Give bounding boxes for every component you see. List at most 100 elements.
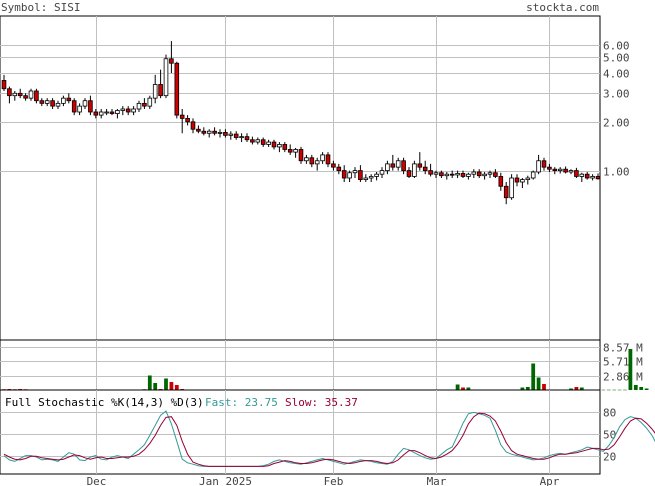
candle: [325, 152, 331, 168]
stochastic-axis-labels: 80 50 20: [603, 407, 616, 464]
candle: [147, 95, 153, 109]
volume-tick-label: 2.86 M: [603, 371, 643, 384]
candle-body: [476, 171, 482, 177]
volume-bar: [612, 389, 617, 391]
volume-bar: [639, 387, 644, 390]
candle-body: [88, 100, 93, 113]
candle-body: [444, 173, 450, 177]
candle: [368, 174, 374, 183]
x-tick-label: Apr: [540, 475, 560, 486]
candle: [341, 165, 347, 183]
candle-body: [493, 172, 498, 177]
candle-body: [574, 170, 579, 177]
candle: [125, 106, 131, 116]
candle-body: [374, 173, 379, 177]
candle-body: [525, 177, 531, 180]
candle: [401, 157, 406, 175]
price-tick-label: 6.00: [603, 40, 630, 53]
candle: [547, 163, 552, 173]
candle-body: [487, 172, 493, 175]
slow-legend-value: 35.37: [325, 396, 358, 409]
candle: [536, 154, 541, 175]
candle-body: [412, 163, 417, 177]
candle-body: [55, 102, 61, 107]
candle: [487, 170, 493, 178]
fast-legend-name: Fast: [205, 396, 232, 409]
x-tick-label: Dec: [87, 475, 107, 486]
candle: [266, 139, 271, 147]
candle: [233, 131, 239, 140]
fast-stochastic-line: [3, 410, 655, 467]
candle-body: [363, 177, 369, 180]
candle-body: [206, 130, 212, 134]
slow-legend-label: Slow: 35.37: [285, 396, 358, 409]
candle: [152, 74, 158, 104]
candle-body: [233, 133, 239, 138]
candle-body: [217, 132, 223, 134]
candle-body: [541, 160, 547, 168]
volume-bar: [461, 387, 465, 390]
price-axis-labels: 6.005.00 4.00 3.00 2.00 1.00: [603, 40, 630, 179]
candle-body: [7, 88, 12, 97]
candle-body: [142, 102, 147, 107]
volume-bar: [536, 377, 541, 390]
price-tick-label: 1.00: [603, 166, 630, 179]
candle-body: [271, 141, 277, 148]
candle: [422, 160, 428, 175]
stochastic-tick-label: 80: [603, 407, 616, 420]
candle-body: [28, 90, 34, 99]
candle: [7, 86, 12, 104]
candle: [530, 170, 536, 180]
candle-body: [341, 170, 347, 179]
candle: [71, 98, 77, 116]
candle-body: [104, 111, 109, 114]
candle: [88, 95, 93, 116]
candle: [131, 106, 136, 116]
brand-label[interactable]: stockta.com: [526, 1, 599, 14]
candle-body: [174, 62, 180, 116]
candle-body: [530, 171, 536, 179]
volume-panel-frame: [0, 339, 601, 391]
price-tick-label: 2.00: [603, 117, 630, 130]
candle-body: [417, 163, 423, 168]
candle-body: [433, 172, 439, 175]
volume-bar: [520, 387, 525, 390]
candle-body: [309, 157, 315, 165]
candle-body: [109, 111, 115, 114]
price-tick-label: 4.00: [603, 68, 630, 81]
volume-tick-label: 5.71 M: [603, 356, 643, 369]
candle-body: [331, 163, 336, 168]
candle-body: [190, 121, 196, 130]
candle: [61, 95, 66, 107]
candle-body: [196, 128, 201, 132]
candle-body: [455, 173, 460, 176]
volume-bar: [574, 387, 579, 390]
candle-body: [498, 176, 504, 187]
stochastic-panel-frame: [0, 389, 601, 475]
candle-body: [395, 160, 401, 168]
volume-grid: [0, 340, 600, 390]
candle-body: [320, 154, 325, 162]
candle: [304, 154, 309, 164]
candle: [250, 136, 255, 145]
candle-body: [352, 170, 358, 174]
candle: [196, 125, 201, 134]
candle-body: [34, 90, 39, 102]
candle-body: [579, 173, 585, 177]
candle: [498, 172, 504, 191]
candle-body: [298, 149, 304, 162]
candle-body: [568, 170, 574, 173]
candle: [568, 169, 574, 175]
candle: [347, 170, 352, 183]
candle-body: [12, 92, 18, 97]
candle: [379, 167, 385, 178]
candle-body: [152, 84, 158, 99]
candle-body: [125, 108, 131, 113]
candle: [17, 88, 23, 99]
candle-body: [385, 163, 390, 171]
candle-body: [44, 100, 50, 104]
candle: [179, 108, 185, 134]
candle-body: [158, 84, 163, 97]
candle: [1, 74, 7, 91]
